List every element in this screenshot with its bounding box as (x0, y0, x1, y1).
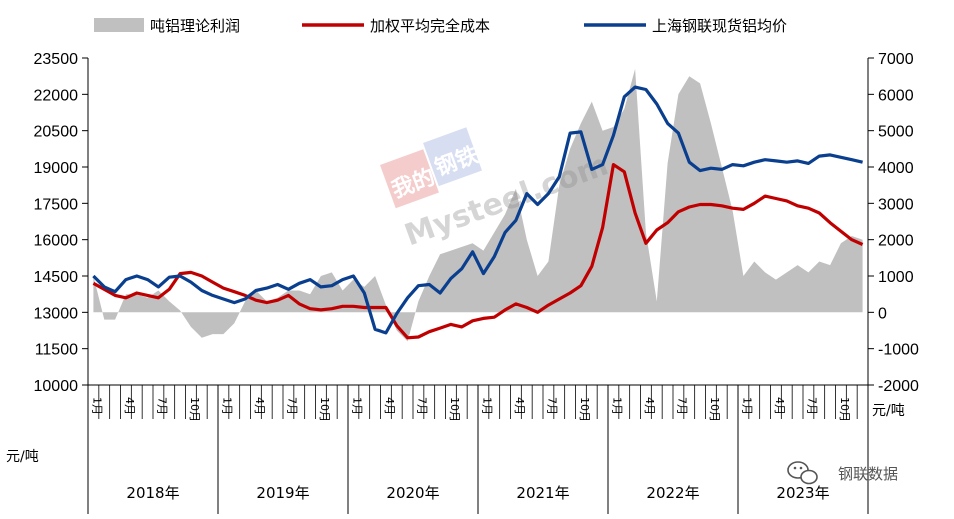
right-tick-label: 2000 (878, 233, 914, 250)
year-label: 2023年 (776, 484, 829, 502)
month-label: 1月 (90, 397, 103, 415)
month-label: 1月 (480, 397, 493, 415)
profit-area (93, 68, 863, 342)
legend-label-price: 上海钢联现货铝均价 (652, 17, 787, 35)
year-label: 2019年 (256, 484, 309, 502)
right-tick-label: 7000 (878, 51, 914, 68)
brand: 钢联数据 (787, 461, 898, 485)
axes: 1000011500130001450016000175001900020500… (34, 51, 919, 514)
right-tick-label: -1000 (878, 342, 919, 359)
right-tick-label: -2000 (878, 378, 919, 395)
right-tick-label: 0 (878, 305, 887, 322)
right-axis-unit: 元/吨 (872, 403, 905, 419)
left-tick-label: 16000 (34, 233, 79, 250)
right-tick-label: 6000 (878, 87, 914, 104)
year-label: 2022年 (646, 484, 699, 502)
legend: 吨铝理论利润 加权平均完全成本 上海钢联现货铝均价 (94, 17, 787, 35)
cost-line (92, 163, 864, 340)
left-tick-label: 22000 (34, 87, 79, 104)
year-label: 2020年 (386, 484, 439, 502)
month-label: 7月 (285, 397, 298, 415)
line-layer (92, 85, 864, 340)
month-label: 1月 (350, 397, 363, 415)
watermark-logo-blue (423, 127, 483, 187)
month-label: 10月 (188, 397, 201, 422)
legend-label-profit: 吨铝理论利润 (150, 17, 240, 35)
month-label: 7月 (805, 397, 818, 415)
right-tick-label: 4000 (878, 160, 914, 177)
legend-swatch-profit (94, 18, 144, 32)
month-label: 10月 (708, 397, 721, 422)
month-label: 4月 (513, 397, 526, 415)
left-tick-label: 13000 (34, 305, 79, 322)
month-label: 4月 (123, 397, 136, 415)
month-label: 7月 (415, 397, 428, 415)
profit-area-layer (93, 68, 863, 342)
left-tick-label: 10000 (34, 378, 79, 395)
right-tick-label: 1000 (878, 269, 914, 286)
month-label: 7月 (155, 397, 168, 415)
left-tick-label: 20500 (34, 124, 79, 141)
left-tick-label: 23500 (34, 51, 79, 68)
month-label: 10月 (318, 397, 331, 422)
watermark-logo-red (380, 149, 439, 209)
price-line (92, 85, 863, 335)
right-tick-label: 5000 (878, 124, 914, 141)
month-label: 10月 (838, 397, 851, 422)
month-label: 1月 (740, 397, 753, 415)
left-tick-label: 11500 (35, 342, 78, 359)
month-label: 1月 (610, 397, 623, 415)
month-label: 4月 (383, 397, 396, 415)
year-label: 2018年 (126, 484, 179, 502)
left-axis-unit: 元/吨 (6, 449, 39, 465)
month-label: 10月 (578, 397, 591, 422)
left-tick-label: 17500 (34, 196, 79, 213)
legend-label-cost: 加权平均完全成本 (370, 17, 490, 35)
left-tick-label: 14500 (34, 269, 79, 286)
left-tick-label: 19000 (34, 160, 79, 177)
month-label: 7月 (675, 397, 688, 415)
year-label: 2021年 (516, 484, 569, 502)
month-label: 4月 (773, 397, 786, 415)
month-label: 10月 (448, 397, 461, 422)
month-label: 4月 (643, 397, 656, 415)
month-label: 4月 (253, 397, 266, 415)
wechat-icon (787, 461, 818, 485)
brand-label: 钢联数据 (838, 465, 898, 483)
month-label: 1月 (220, 397, 233, 415)
right-tick-label: 3000 (878, 196, 914, 213)
month-label: 7月 (545, 397, 558, 415)
